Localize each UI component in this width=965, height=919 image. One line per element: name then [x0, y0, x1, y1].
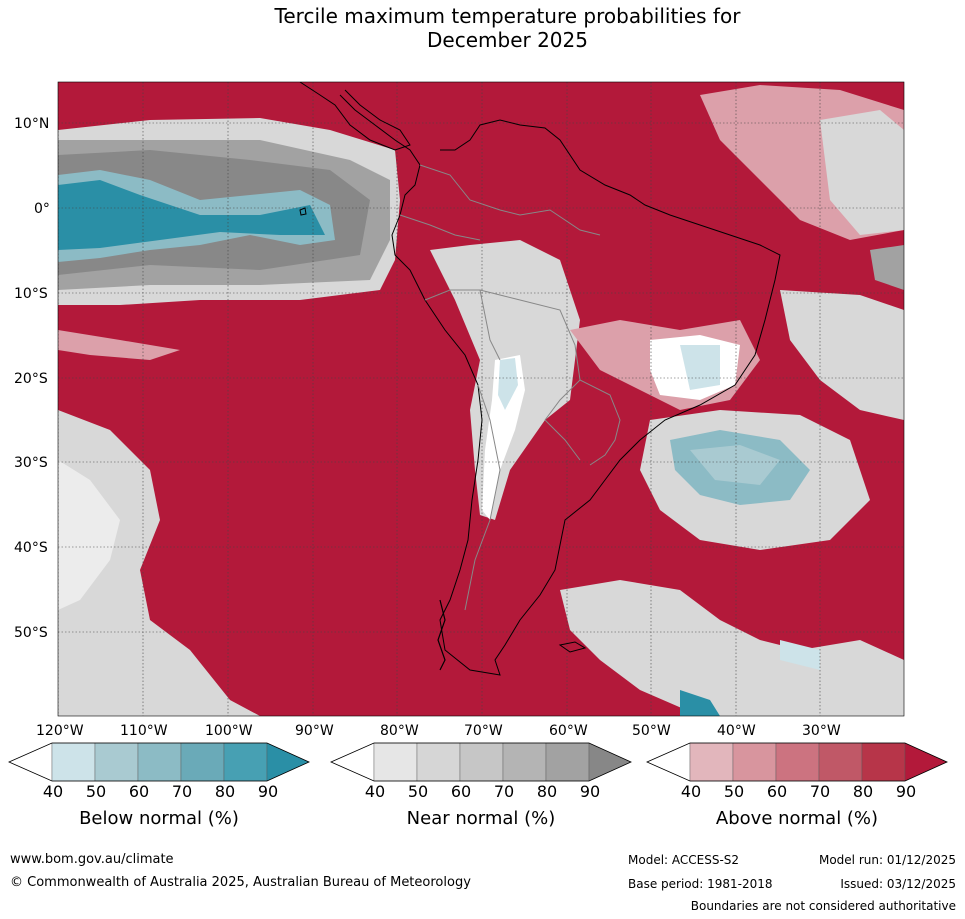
legend-above-tick-70: 70 — [809, 782, 831, 801]
lat-label-50s: 50°S — [14, 625, 48, 641]
near-normal-north-atlantic — [820, 110, 904, 235]
legend-below-tick-60: 60 — [128, 782, 150, 801]
legend-above-tick-50: 50 — [723, 782, 745, 801]
country-borders — [399, 164, 621, 611]
near-normal-southwest-pacific — [58, 410, 260, 716]
legend-near-swatch-6 — [588, 742, 632, 782]
legend-above-tick-90: 90 — [895, 782, 917, 801]
near-normal-southwest-light — [58, 460, 120, 610]
below-low-brazil — [680, 345, 720, 390]
legend-below-tick-70: 70 — [171, 782, 193, 801]
legend-below-swatch-5 — [223, 742, 268, 782]
legend-near-tick-40: 40 — [364, 782, 386, 801]
white-andes-strip — [482, 355, 525, 520]
legend-above-swatch-6 — [904, 742, 948, 782]
legend-near-swatch-5 — [545, 742, 590, 782]
legend-near-swatch-3 — [459, 742, 504, 782]
map-frame — [57, 81, 905, 717]
lon-label-30w: 30°W — [802, 723, 841, 739]
legend-above-swatch-1 — [689, 742, 734, 782]
legend-below-swatch-4 — [180, 742, 225, 782]
lat-label-10n: 10°N — [14, 116, 50, 132]
legend-below-tick-90: 90 — [257, 782, 279, 801]
chile-fjord-coast — [437, 599, 446, 671]
legend-near-tick-80: 80 — [536, 782, 558, 801]
falkland-islands — [558, 641, 587, 653]
boundaries-disclaimer: Boundaries are not considered authoritat… — [690, 899, 956, 913]
below-high-southern-patch — [680, 690, 720, 716]
below-normal-pacific-core — [58, 180, 325, 250]
lon-label-50w: 50°W — [632, 723, 671, 739]
legend-below-normal-colorbar — [8, 742, 310, 782]
lon-label-60w: 60°W — [549, 723, 588, 739]
bom-website-link[interactable]: www.bom.gov.au/climate — [10, 852, 174, 867]
south-america-coastline — [339, 94, 781, 676]
above-low-patch — [58, 330, 180, 360]
below-low-southern-patch — [780, 640, 820, 670]
legend-below-swatch-3 — [137, 742, 182, 782]
legend-below-tick-40: 40 — [42, 782, 64, 801]
legend-above-swatch-4 — [818, 742, 863, 782]
legend-near-tick-90: 90 — [579, 782, 601, 801]
legend-above-swatch-5 — [861, 742, 906, 782]
legend-below-swatch-1 — [51, 742, 96, 782]
lat-label-10s: 10°S — [14, 286, 48, 302]
legend-near-swatch-1 — [373, 742, 418, 782]
legend-below-swatch-2 — [94, 742, 139, 782]
legend-near-normal-title: Near normal (%) — [406, 808, 556, 829]
legend-near-normal-colorbar — [330, 742, 632, 782]
issued-date: Issued: 03/12/2025 — [840, 877, 956, 891]
base-period: Base period: 1981-2018 — [628, 877, 773, 891]
galapagos-islands — [299, 207, 307, 216]
gridlines — [58, 82, 904, 716]
copyright-notice: © Commonwealth of Australia 2025, Austra… — [10, 875, 471, 890]
legend-above-tick-40: 40 — [680, 782, 702, 801]
lat-label-0: 0° — [34, 201, 50, 217]
legend-below-normal-title: Below normal (%) — [79, 808, 239, 829]
near-normal-southern-ocean — [560, 580, 904, 716]
legend-above-tick-80: 80 — [852, 782, 874, 801]
model-run-date: Model run: 01/12/2025 — [818, 853, 956, 867]
map-title: Tercile maximum temperature probabilitie… — [0, 4, 965, 52]
legend-near-tick-70: 70 — [493, 782, 515, 801]
lon-label-90w: 90°W — [295, 723, 334, 739]
legend-near-swatch-2 — [416, 742, 461, 782]
legend-above-swatch-0 — [646, 742, 691, 782]
legend-below-swatch-6 — [266, 742, 310, 782]
legend-below-swatch-0 — [8, 742, 53, 782]
legend-near-tick-60: 60 — [450, 782, 472, 801]
legend-near-tick-50: 50 — [407, 782, 429, 801]
lon-label-70w: 70°W — [464, 723, 503, 739]
near-normal-tropical-atlantic — [780, 290, 904, 420]
model-name: Model: ACCESS-S2 — [628, 853, 740, 867]
central-america-coastline — [299, 82, 411, 151]
legend-below-tick-50: 50 — [85, 782, 107, 801]
lat-label-30s: 30°S — [14, 455, 48, 471]
lon-label-40w: 40°W — [717, 723, 756, 739]
legend-above-swatch-3 — [775, 742, 820, 782]
legend-below-tick-80: 80 — [214, 782, 236, 801]
below-normal-south-atlantic-inner — [690, 445, 780, 485]
lat-label-20s: 20°S — [14, 371, 48, 387]
legend-above-normal-colorbar — [646, 742, 948, 782]
lon-label-110w: 110°W — [120, 723, 168, 739]
legend-above-tick-60: 60 — [766, 782, 788, 801]
lon-label-100w: 100°W — [205, 723, 253, 739]
lon-label-80w: 80°W — [380, 723, 419, 739]
map-field — [58, 82, 904, 716]
legend-above-swatch-2 — [732, 742, 777, 782]
near-normal-east-atlantic-patch — [870, 245, 904, 290]
title-line-2: December 2025 — [427, 28, 588, 52]
title-line-1: Tercile maximum temperature probabilitie… — [274, 4, 741, 28]
legend-near-swatch-4 — [502, 742, 547, 782]
lat-label-40s: 40°S — [14, 540, 48, 556]
lon-label-120w: 120°W — [36, 723, 84, 739]
legend-above-normal-title: Above normal (%) — [715, 808, 879, 829]
below-low-andes — [498, 358, 518, 410]
legend-near-swatch-0 — [330, 742, 375, 782]
